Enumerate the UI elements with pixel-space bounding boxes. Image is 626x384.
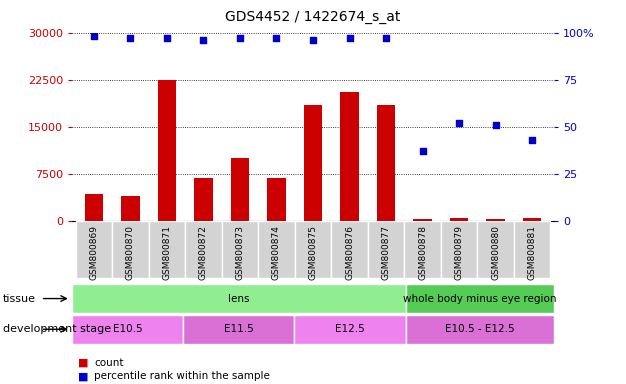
- Text: lens: lens: [228, 293, 250, 304]
- Bar: [478, 221, 514, 278]
- Bar: [450, 218, 468, 221]
- Bar: [72, 315, 183, 344]
- Bar: [149, 221, 185, 278]
- Bar: [85, 194, 103, 221]
- Bar: [294, 315, 406, 344]
- Text: GSM800869: GSM800869: [90, 225, 98, 280]
- Bar: [112, 221, 149, 278]
- Bar: [404, 221, 441, 278]
- Point: [198, 37, 208, 43]
- Text: GDS4452 / 1422674_s_at: GDS4452 / 1422674_s_at: [225, 10, 401, 23]
- Bar: [486, 218, 505, 221]
- Point: [308, 37, 318, 43]
- Text: E10.5 - E12.5: E10.5 - E12.5: [445, 324, 515, 334]
- Text: E11.5: E11.5: [224, 324, 254, 334]
- Text: GSM800870: GSM800870: [126, 225, 135, 280]
- Bar: [523, 218, 541, 221]
- Bar: [377, 105, 395, 221]
- Bar: [406, 284, 554, 313]
- Text: GSM800876: GSM800876: [345, 225, 354, 280]
- Bar: [406, 315, 554, 344]
- Text: GSM800875: GSM800875: [309, 225, 317, 280]
- Point: [381, 35, 391, 41]
- Text: GSM800881: GSM800881: [528, 225, 536, 280]
- Bar: [331, 221, 367, 278]
- Text: tissue: tissue: [3, 293, 36, 304]
- Text: GSM800871: GSM800871: [162, 225, 172, 280]
- Bar: [76, 221, 112, 278]
- Bar: [185, 221, 222, 278]
- Text: GSM800873: GSM800873: [235, 225, 245, 280]
- Point: [454, 120, 464, 126]
- Point: [235, 35, 245, 41]
- Bar: [441, 221, 477, 278]
- Text: GSM800874: GSM800874: [272, 225, 281, 280]
- Point: [125, 35, 135, 41]
- Bar: [341, 92, 359, 221]
- Bar: [514, 221, 550, 278]
- Bar: [367, 221, 404, 278]
- Point: [527, 137, 537, 143]
- Text: count: count: [94, 358, 123, 368]
- Point: [344, 35, 354, 41]
- Bar: [231, 158, 249, 221]
- Bar: [121, 196, 140, 221]
- Text: GSM800872: GSM800872: [199, 225, 208, 280]
- Text: ■: ■: [78, 358, 89, 368]
- Text: E10.5: E10.5: [113, 324, 143, 334]
- Bar: [413, 219, 432, 221]
- Point: [162, 35, 172, 41]
- Text: development stage: development stage: [3, 324, 111, 334]
- Text: ■: ■: [78, 371, 89, 381]
- Text: whole body minus eye region: whole body minus eye region: [403, 293, 557, 304]
- Bar: [222, 221, 259, 278]
- Bar: [267, 177, 285, 221]
- Text: GSM800878: GSM800878: [418, 225, 427, 280]
- Point: [89, 33, 99, 40]
- Bar: [72, 284, 406, 313]
- Bar: [194, 178, 213, 221]
- Text: percentile rank within the sample: percentile rank within the sample: [94, 371, 270, 381]
- Text: GSM800879: GSM800879: [454, 225, 464, 280]
- Text: GSM800880: GSM800880: [491, 225, 500, 280]
- Point: [272, 35, 282, 41]
- Bar: [304, 105, 322, 221]
- Point: [418, 148, 428, 154]
- Bar: [295, 221, 331, 278]
- Bar: [259, 221, 295, 278]
- Bar: [183, 315, 294, 344]
- Text: E12.5: E12.5: [335, 324, 365, 334]
- Point: [491, 122, 501, 128]
- Text: GSM800877: GSM800877: [381, 225, 391, 280]
- Bar: [158, 79, 176, 221]
